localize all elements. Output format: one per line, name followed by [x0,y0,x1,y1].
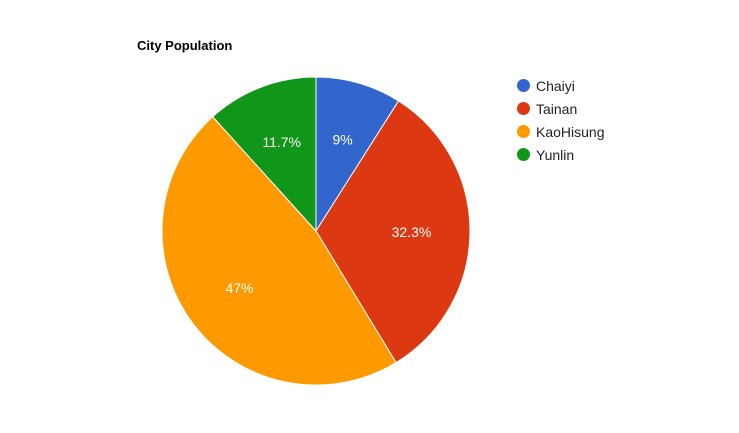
pie-slice-yunlin[interactable] [212,76,317,233]
legend-item-chaiyi[interactable]: Chaiyi [517,74,605,97]
legend-swatch-chaiyi [517,79,530,92]
legend-label-chaiyi: Chaiyi [536,77,575,94]
legend-label-yunlin: Yunlin [536,146,575,163]
legend-label-tainan: Tainan [536,100,578,117]
legend-item-tainan[interactable]: Tainan [517,97,605,120]
pie-slice-kaohisung[interactable] [161,116,397,386]
legend-swatch-tainan [517,102,530,115]
pie-slice-tainan[interactable] [315,100,471,364]
slice-label-kaohisung: 47% [225,280,253,296]
slice-label-yunlin: 11.7% [262,134,301,150]
pie-slice-chaiyi[interactable] [315,76,400,233]
legend-swatch-kaohisung [517,125,530,138]
slice-label-chaiyi: 9% [333,131,353,147]
chart-title: City Population [137,38,233,53]
legend-item-yunlin[interactable]: Yunlin [517,143,605,166]
legend-item-kaohisung[interactable]: KaoHisung [517,120,605,143]
slice-label-tainan: 32.3% [392,224,432,240]
legend-swatch-yunlin [517,148,530,161]
legend-label-kaohisung: KaoHisung [536,123,605,140]
legend: Chaiyi Tainan KaoHisung Yunlin [517,74,605,166]
